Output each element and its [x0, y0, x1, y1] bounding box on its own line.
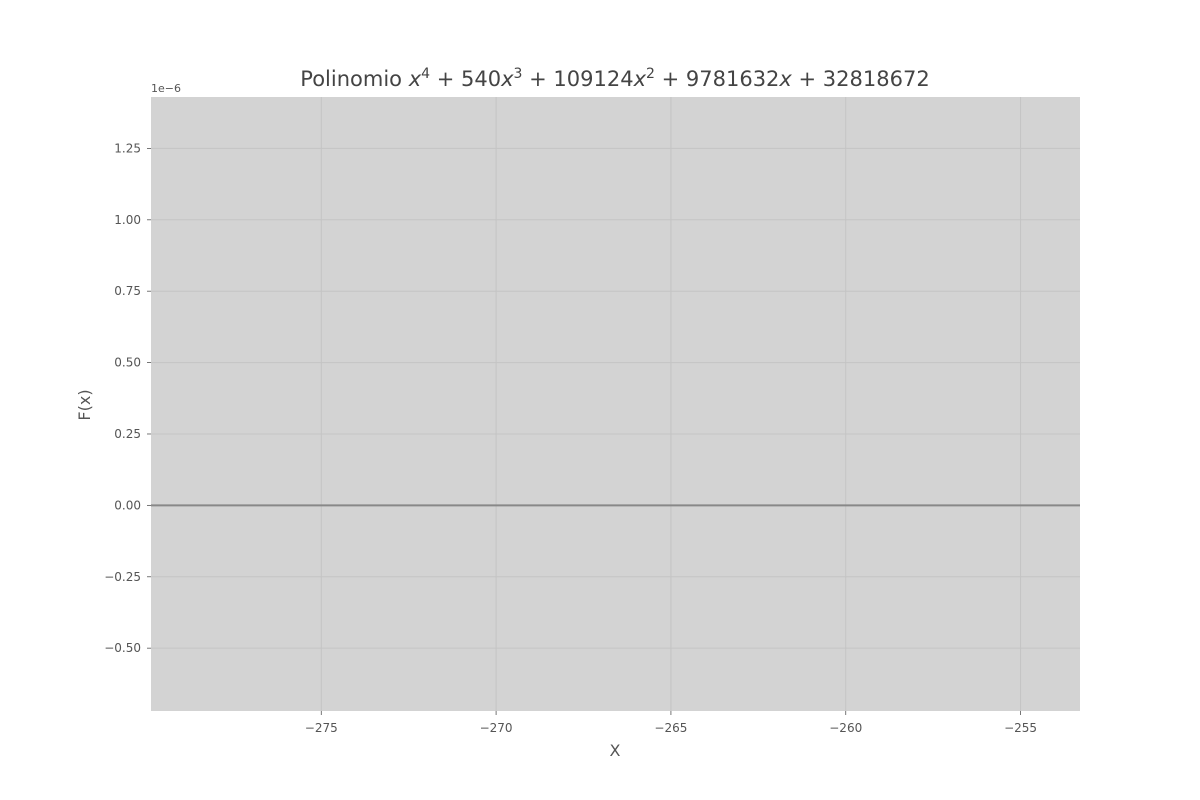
chart-title-part: + 540: [430, 67, 501, 91]
y-axis-label: F(x): [75, 389, 94, 420]
chart-title-part: x: [408, 67, 422, 91]
y-tick-label: 0.50: [114, 356, 141, 370]
plot-area: [151, 97, 1080, 711]
chart-title-part: 4: [421, 66, 430, 82]
chart-title-part: 2: [646, 66, 655, 82]
y-tick-label: 0.25: [114, 427, 141, 441]
chart-title-part: x: [778, 67, 792, 91]
y-tick-label: 0.00: [114, 498, 141, 512]
x-axis: −275 −270 −265 −260 −255: [305, 711, 1037, 735]
y-tick-label: −0.50: [104, 641, 141, 655]
x-axis-label: X: [610, 741, 621, 760]
x-tick-label: −270: [480, 721, 513, 735]
x-tick-label: −265: [654, 721, 687, 735]
chart-title-part: + 9781632: [655, 67, 779, 91]
x-grid: [320, 97, 1022, 711]
y-axis: 1.25 1.00 0.75 0.50 0.25 0.00 −0.25 −0.50: [104, 141, 151, 655]
x-tick-label: −255: [1004, 721, 1037, 735]
chart-title-part: x: [633, 67, 647, 91]
x-tick-label: −275: [305, 721, 338, 735]
y-tick-label: 1.25: [114, 141, 141, 155]
chart-title-part: + 109124: [522, 67, 633, 91]
chart-title: Polinomio x4 + 540x3 + 109124x2 + 978163…: [300, 66, 929, 91]
y-tick-label: −0.25: [104, 570, 141, 584]
y-tick-label: 1.00: [114, 213, 141, 227]
y-offset-label: 1e−6: [151, 82, 181, 95]
chart-title-part: 3: [514, 66, 523, 82]
y-tick-label: 0.75: [114, 284, 141, 298]
chart-title-part: x: [500, 67, 514, 91]
chart-title-prefix: Polinomio: [300, 67, 408, 91]
chart-title-part: + 32818672: [792, 67, 930, 91]
x-tick-label: −260: [829, 721, 862, 735]
